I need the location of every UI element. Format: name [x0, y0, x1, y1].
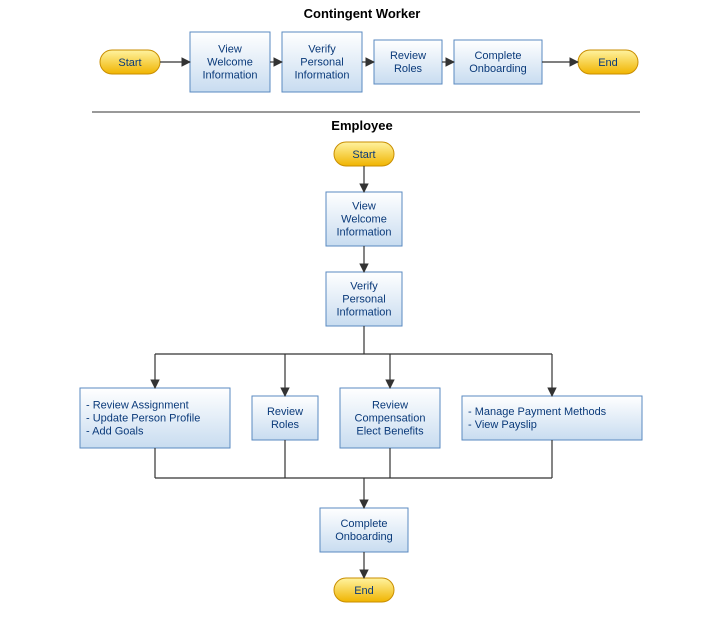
emp-start-label: Start: [352, 149, 375, 161]
cw-roles: ReviewRoles: [374, 40, 442, 84]
emp-branch2-line: Roles: [271, 419, 300, 431]
emp-branch4: - Manage Payment Methods - View Payslip: [462, 396, 642, 440]
emp-branch3-line: Review: [372, 400, 408, 412]
emp-branch2-line: Review: [267, 406, 303, 418]
emp-branch2: ReviewRoles: [252, 396, 318, 440]
cw-complete-line: Onboarding: [469, 63, 527, 75]
emp-branch3-line: Compensation: [355, 413, 426, 425]
cw-verify-line: Information: [294, 70, 349, 82]
emp-branch1: - Review Assignment - Update Person Prof…: [80, 388, 230, 448]
cw-verify: VerifyPersonalInformation: [282, 32, 362, 92]
cw-verify-line: Personal: [300, 57, 343, 69]
emp-welcome-line: Information: [336, 227, 391, 239]
cw-start-label: Start: [118, 57, 141, 69]
emp-branch1-line: - Update Person Profile: [86, 413, 200, 425]
emp-complete-line: Onboarding: [335, 531, 393, 543]
emp-branch4-line: - Manage Payment Methods: [468, 406, 607, 418]
cw-complete-line: Complete: [474, 50, 521, 62]
emp-branch4-line: - View Payslip: [468, 419, 537, 431]
cw-complete: CompleteOnboarding: [454, 40, 542, 84]
contingent-title: Contingent Worker: [304, 6, 421, 21]
emp-branch1-line: - Review Assignment: [86, 400, 189, 412]
emp-complete-line: Complete: [340, 518, 387, 530]
emp-complete: CompleteOnboarding: [320, 508, 408, 552]
emp-welcome-line: Welcome: [341, 214, 387, 226]
cw-verify-line: Verify: [308, 44, 336, 56]
cw-end-label: End: [598, 57, 618, 69]
cw-welcome-line: Welcome: [207, 57, 253, 69]
employee-title: Employee: [331, 118, 392, 133]
emp-branch1-line: - Add Goals: [86, 426, 144, 438]
cw-welcome: ViewWelcomeInformation: [190, 32, 270, 92]
emp-start: Start: [334, 142, 394, 166]
emp-verify: VerifyPersonalInformation: [326, 272, 402, 326]
cw-welcome-line: Information: [202, 70, 257, 82]
cw-roles-line: Review: [390, 50, 426, 62]
cw-roles-line: Roles: [394, 63, 423, 75]
emp-branch3-line: Elect Benefits: [356, 426, 424, 438]
emp-verify-line: Personal: [342, 294, 385, 306]
cw-welcome-line: View: [218, 44, 242, 56]
emp-verify-line: Verify: [350, 281, 378, 293]
flowchart-root: Contingent WorkerStartViewWelcomeInforma…: [0, 0, 728, 620]
emp-end-label: End: [354, 585, 374, 597]
emp-welcome-line: View: [352, 201, 376, 213]
emp-end: End: [334, 578, 394, 602]
emp-verify-line: Information: [336, 307, 391, 319]
cw-end: End: [578, 50, 638, 74]
emp-branch3: ReviewCompensationElect Benefits: [340, 388, 440, 448]
emp-welcome: ViewWelcomeInformation: [326, 192, 402, 246]
cw-start: Start: [100, 50, 160, 74]
